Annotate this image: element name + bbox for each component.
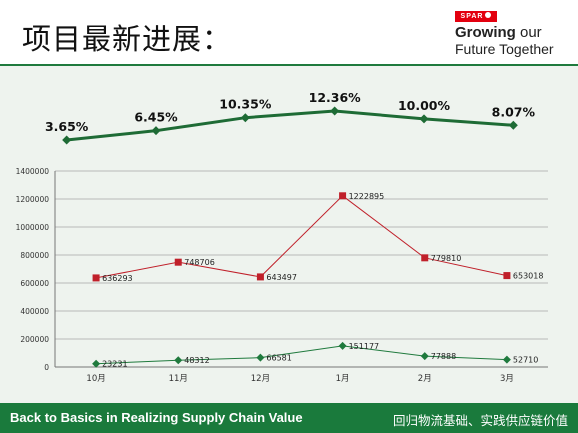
spar-logo-mark: SPAR — [455, 11, 497, 22]
y-tick-label: 1200000 — [16, 195, 50, 204]
header-divider — [0, 64, 578, 66]
data-label: 643497 — [266, 273, 297, 282]
x-tick-label: 12月 — [251, 374, 270, 384]
data-label: 1222895 — [349, 192, 385, 201]
percentage-point — [240, 113, 250, 123]
percentage-label: 8.07% — [492, 104, 536, 119]
data-point-square — [339, 192, 347, 200]
data-label: 77888 — [431, 352, 456, 361]
slide-title: 项目最新进展： — [22, 22, 233, 56]
percentage-point — [62, 135, 72, 145]
data-label: 636293 — [102, 274, 133, 283]
y-tick-label: 1000000 — [16, 223, 50, 232]
percentage-line — [66, 109, 514, 142]
slide-footer: Back to Basics in Realizing Supply Chain… — [0, 403, 578, 433]
x-tick-label: 2月 — [418, 374, 432, 384]
percentage-point — [508, 120, 518, 130]
percentage-label: 10.00% — [398, 98, 451, 113]
data-point-diamond — [338, 341, 347, 350]
data-label: 52710 — [513, 356, 538, 365]
spar-tree-icon — [485, 12, 492, 19]
y-tick-label: 800000 — [20, 251, 49, 260]
data-point-diamond — [174, 356, 183, 365]
y-tick-label: 400000 — [20, 307, 49, 316]
volume-line-chart: 0 200000 400000 600000 800000 1000000 1200000 1… — [16, 167, 548, 384]
data-label: 779810 — [431, 254, 462, 263]
series-line — [95, 195, 508, 279]
data-label: 23231 — [102, 360, 127, 369]
brand-slogan-line1: Growing our — [455, 24, 542, 41]
data-point-diamond — [420, 352, 429, 361]
data-label: 151177 — [349, 342, 380, 351]
footer-slogan-en: Back to Basics in Realizing Supply Chain… — [10, 410, 303, 425]
y-tick-label: 1400000 — [16, 167, 50, 176]
data-point-diamond — [502, 355, 511, 364]
x-tick-label: 3月 — [500, 374, 514, 384]
brand-slogan-rest: our — [515, 24, 542, 41]
footer-slogan-cn: 回归物流基础、实践供应链价值 — [392, 413, 568, 428]
x-tick-label: 11月 — [169, 374, 188, 384]
data-point-square — [92, 274, 100, 282]
data-point-square — [503, 272, 511, 280]
brand-slogan-bold: Growing — [455, 24, 516, 41]
data-point-square — [256, 273, 264, 281]
brand-slogan-line2: Future Together — [455, 41, 554, 57]
percentage-label: 10.35% — [219, 97, 272, 112]
percentage-label: 12.36% — [309, 90, 362, 105]
data-point-square — [174, 258, 182, 266]
percentage-point — [151, 126, 161, 136]
slide-header: 项目最新进展： SPAR Growing our Future Together — [0, 0, 578, 64]
y-tick-label: 200000 — [20, 335, 49, 344]
data-label: 48312 — [184, 356, 209, 365]
data-point-diamond — [92, 359, 101, 368]
series-line — [96, 345, 507, 365]
data-point-diamond — [256, 353, 265, 362]
percentage-point — [419, 114, 429, 124]
y-tick-label: 0 — [44, 363, 49, 372]
x-tick-label: 10月 — [86, 374, 105, 384]
brand-logo: SPAR Growing our Future Together — [455, 11, 565, 59]
percentage-line-chart: 3.65% 6.45% 10.35% 12.36% 10.00% 8.07% — [45, 90, 536, 145]
data-label: 748706 — [184, 258, 215, 267]
y-tick-label: 600000 — [20, 279, 49, 288]
spar-logo-text: SPAR — [460, 13, 484, 20]
percentage-label: 3.65% — [45, 119, 89, 134]
data-label: 653018 — [513, 272, 544, 281]
percentage-point — [330, 106, 340, 116]
percentage-label: 6.45% — [134, 110, 178, 125]
data-label: 66581 — [266, 354, 291, 363]
x-tick-label: 1月 — [336, 374, 350, 384]
data-point-square — [421, 254, 429, 262]
